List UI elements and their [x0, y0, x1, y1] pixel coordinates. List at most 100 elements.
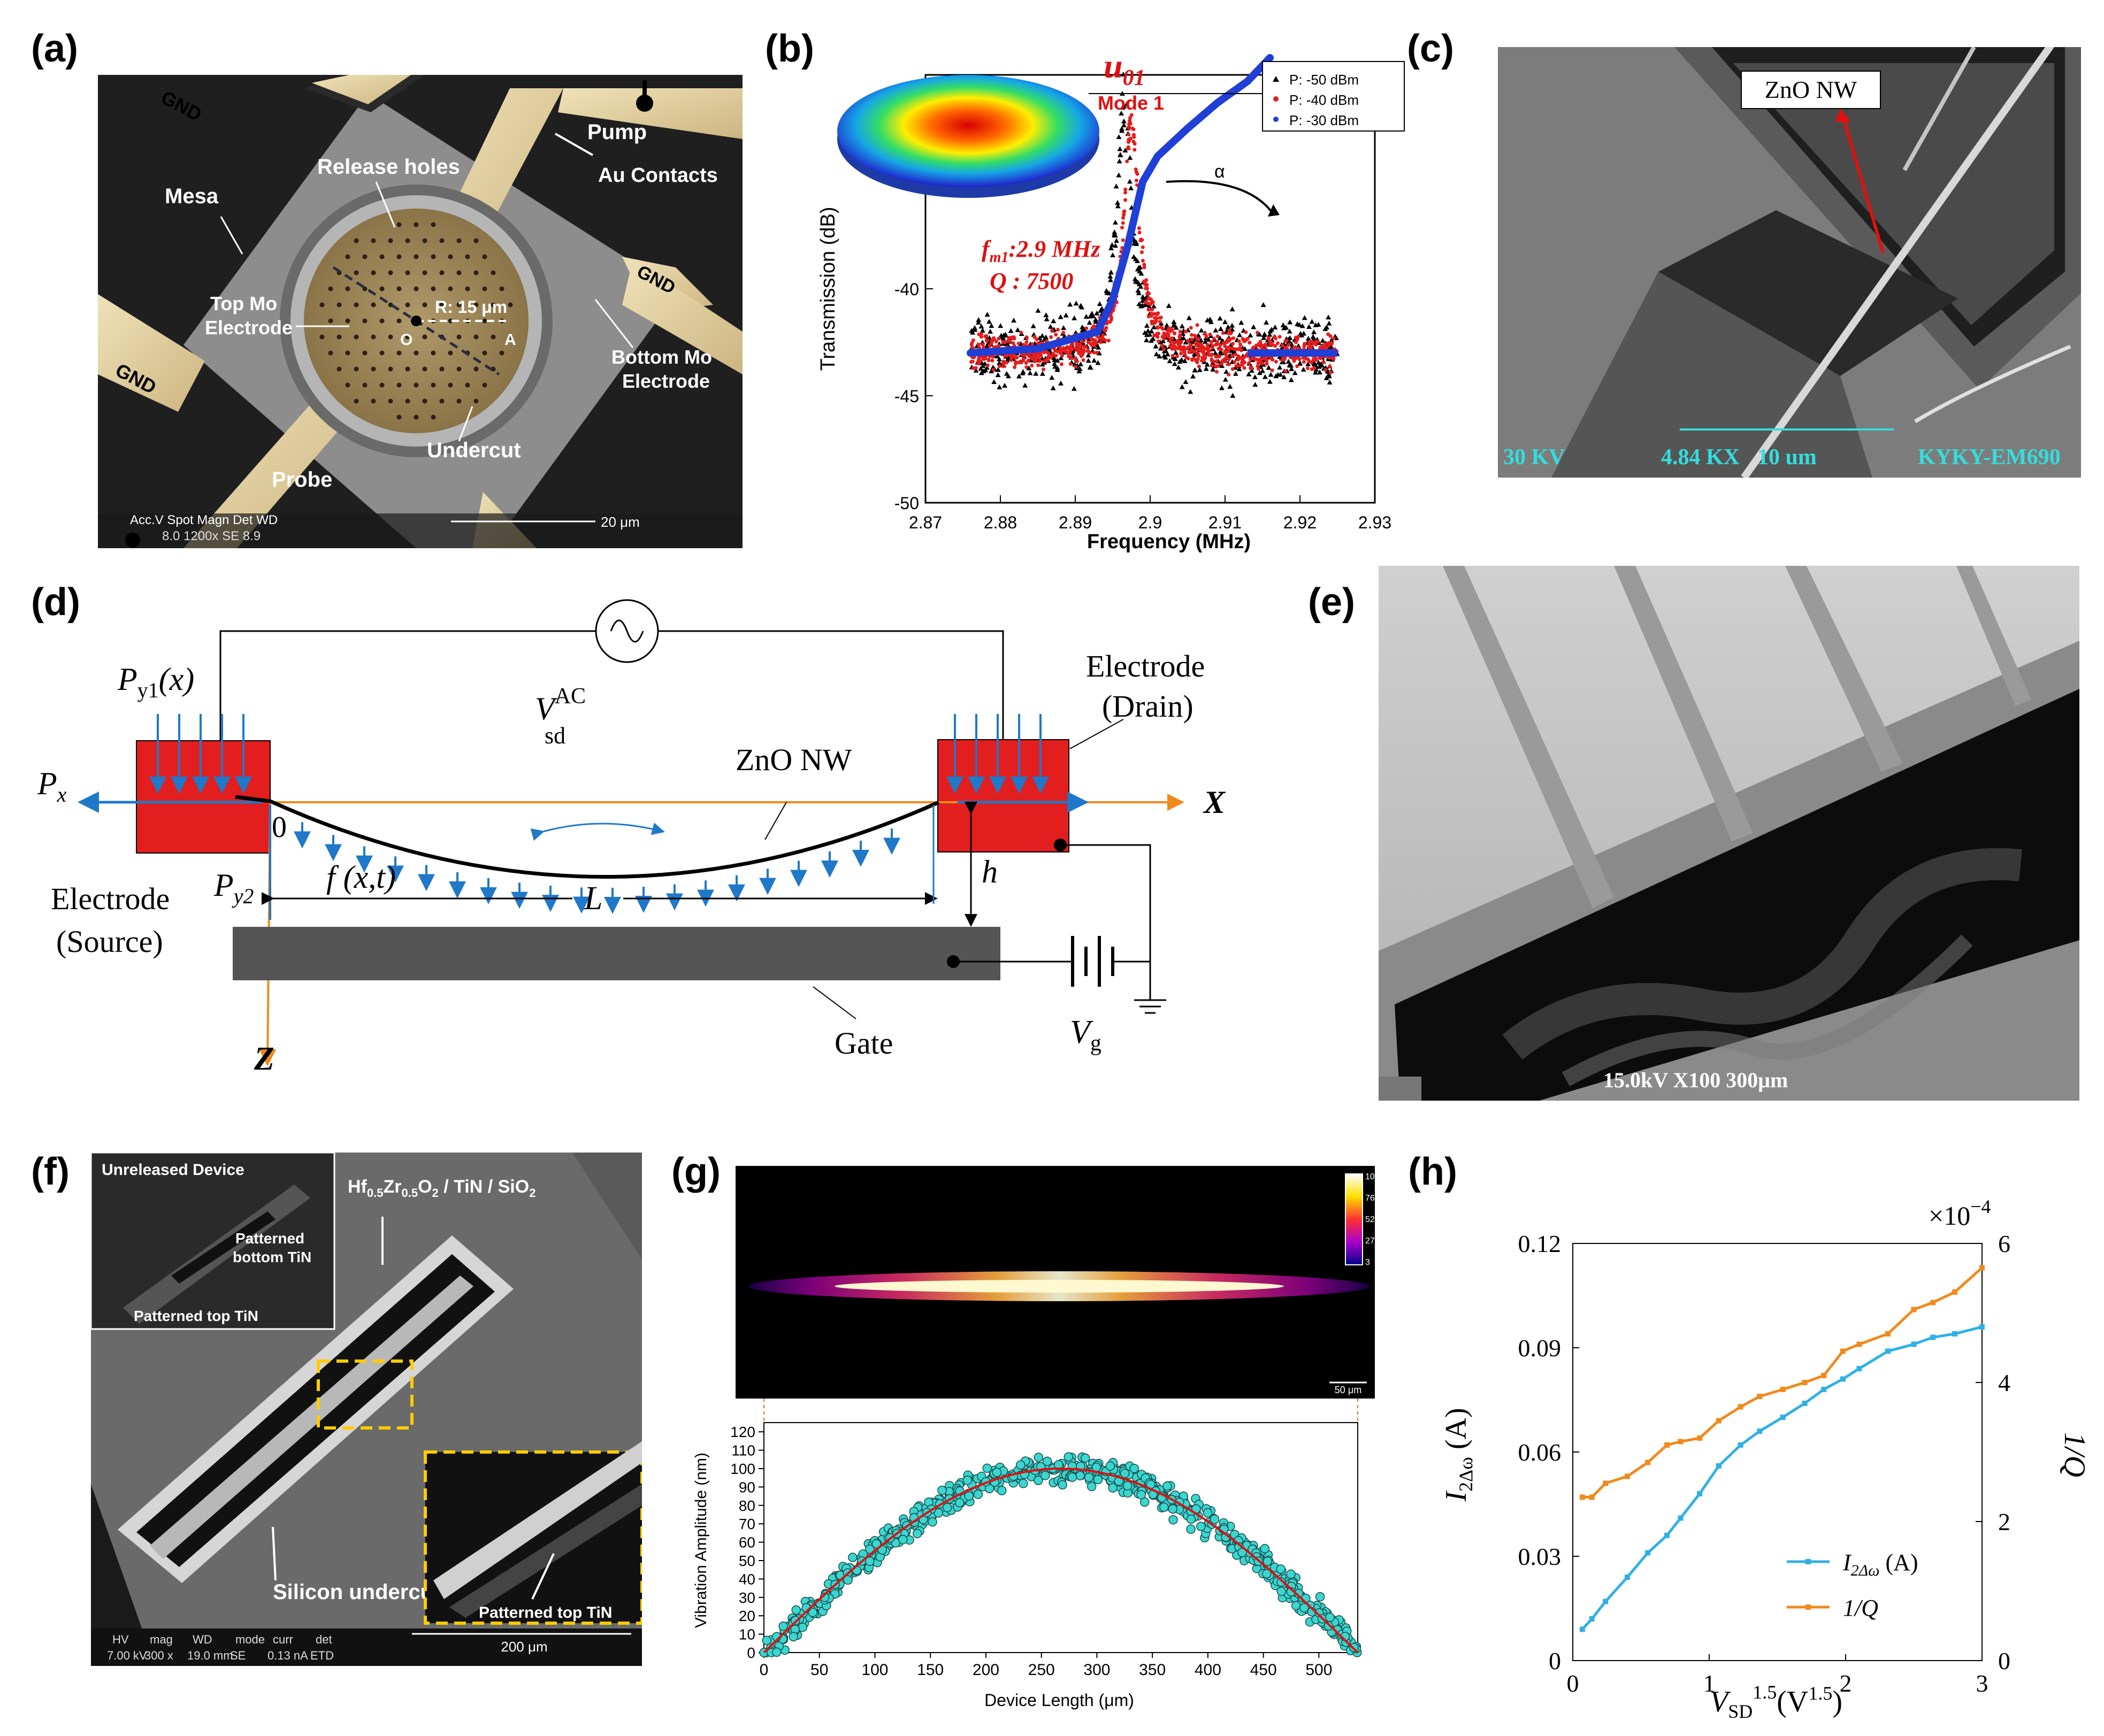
b-point-p50 [1149, 328, 1154, 334]
release-hole [439, 302, 445, 308]
b-point-p40 [1126, 145, 1130, 149]
release-hole [456, 334, 462, 340]
c-kv: 30 KV [1503, 445, 1565, 470]
b-point-p50 [1287, 328, 1292, 334]
h-series-point [1625, 1473, 1630, 1479]
release-hole [448, 350, 453, 356]
b-point-p40 [983, 356, 987, 360]
b-point-p50 [1131, 254, 1137, 259]
g-xtick-label: 450 [1250, 1661, 1277, 1679]
b-point-p40 [991, 355, 995, 359]
b-point-p50 [1257, 370, 1263, 375]
b-point-p50 [1272, 325, 1278, 330]
b-point-p40 [970, 359, 975, 364]
b-point-p40 [1099, 340, 1103, 344]
g-point [1120, 1469, 1130, 1478]
release-hole [354, 270, 359, 275]
b-point-p50 [1287, 319, 1293, 325]
b-point-p40 [1208, 332, 1212, 336]
b-point-p50 [1138, 271, 1144, 276]
b-xtick-label: 2.92 [1283, 513, 1317, 532]
release-hole [405, 334, 410, 340]
pattern-bottom-label-2: bottom TiN [233, 1249, 311, 1265]
release-hole [396, 382, 402, 388]
h-ytick-right-label: 4 [1998, 1369, 2010, 1396]
b-point-p40 [1090, 343, 1094, 348]
b-point-p50 [1008, 328, 1014, 333]
drain-electrode [937, 739, 1069, 852]
b-point-p40 [1078, 348, 1082, 352]
b-point-p40 [1215, 340, 1219, 344]
release-hole [482, 350, 487, 356]
b-point-p50 [1153, 351, 1159, 357]
h-legend-marker [1805, 1604, 1811, 1610]
g-point [992, 1468, 1002, 1477]
release-hole [422, 238, 427, 243]
b-point-p40 [1081, 352, 1085, 356]
c-mag: 4.84 KX [1661, 445, 1740, 470]
b-point-p50 [1222, 377, 1228, 382]
b-point-p50 [1147, 332, 1153, 337]
h-series-point [1911, 1341, 1917, 1347]
b-point-p50 [1206, 336, 1212, 342]
g-point [1064, 1452, 1074, 1462]
panel-label-b: (b) [765, 27, 814, 70]
b-point-p50 [1246, 371, 1252, 377]
sem-info-top: Acc.V Spot Magn Det WD [130, 513, 278, 527]
b-point-p50 [1132, 276, 1138, 281]
h-series-point [1645, 1550, 1651, 1556]
release-hole [319, 334, 325, 340]
b-point-p50 [996, 356, 1002, 362]
panel-e-sem-image: 15.0kV X100 300μm [1379, 566, 2079, 1101]
release-hole [422, 270, 427, 275]
b-point-p50 [1115, 203, 1121, 209]
au-contacts-label: Au Contacts [598, 164, 718, 187]
h-ytick-left-label: 0 [1549, 1647, 1561, 1674]
g-point [1263, 1556, 1273, 1566]
h-series-point [1952, 1289, 1957, 1295]
b-point-p40 [1061, 331, 1066, 335]
b-point-p40 [1122, 209, 1127, 213]
b-point-p50 [1080, 324, 1085, 329]
mode-shape-disc [837, 75, 1099, 187]
silicon-label: Silicon undercut [273, 1580, 440, 1604]
release-hole [465, 254, 470, 259]
bottom-mo-label-1: Bottom Mo [611, 346, 712, 368]
b-point-p50 [1033, 371, 1039, 376]
b-point-p40 [1219, 348, 1223, 352]
b-point-p50 [1136, 290, 1142, 295]
g-point [1315, 1592, 1325, 1602]
g-ytick-label: 90 [739, 1479, 755, 1495]
pump-label: Pump [587, 120, 647, 144]
g-point [771, 1647, 782, 1657]
b-point-p40 [997, 336, 1001, 341]
b-point-p40 [1130, 126, 1135, 130]
b-point-p50 [1151, 303, 1157, 309]
b-point-p50 [1073, 301, 1079, 306]
b-point-p40 [1306, 366, 1310, 371]
b-point-p40 [1147, 308, 1151, 312]
release-hole [354, 366, 359, 372]
release-hole [414, 414, 419, 420]
b-point-p40 [1294, 340, 1298, 344]
release-hole [499, 286, 504, 291]
b-point-p40 [1226, 349, 1230, 354]
g-colorbar-tick: 27 [1365, 1236, 1375, 1246]
g-point [1210, 1514, 1220, 1524]
b-point-p50 [1122, 148, 1128, 153]
h-ytick-right-label: 0 [1998, 1647, 2010, 1674]
b-point-p50 [1116, 172, 1122, 178]
g-point [1325, 1612, 1335, 1622]
g-colorbar [1345, 1173, 1363, 1265]
release-holes-label: Release holes [317, 155, 460, 179]
b-point-p50 [1161, 353, 1167, 358]
g-colorbar-tick: 101 [1365, 1172, 1380, 1181]
h-series-point [1840, 1348, 1846, 1354]
release-hole [371, 334, 376, 340]
g-point [1276, 1586, 1286, 1596]
release-hole [456, 302, 462, 308]
b-legend-label: P: -30 dBm [1289, 112, 1359, 128]
b-point-p40 [1003, 354, 1007, 358]
b-point-p50 [1112, 231, 1118, 236]
pattern-top-inset-label: Patterned top TiN [479, 1604, 612, 1622]
